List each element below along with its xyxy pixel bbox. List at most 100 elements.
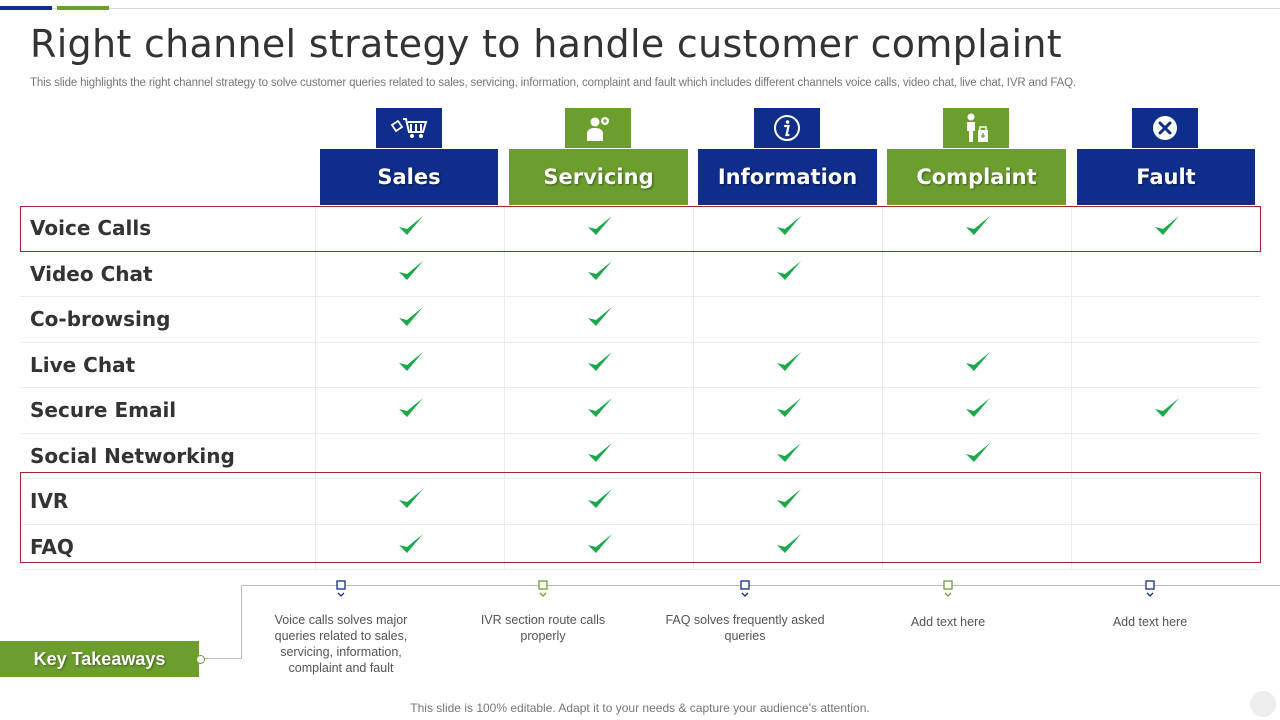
takeaway-text: FAQ solves frequently asked queries bbox=[665, 613, 825, 643]
table-cell bbox=[315, 342, 505, 387]
takeaway-line-vertical bbox=[241, 585, 242, 659]
check-icon bbox=[397, 259, 425, 288]
accent-bar-blue bbox=[0, 6, 52, 10]
table-cell bbox=[693, 206, 883, 251]
customer-service-icon bbox=[565, 108, 631, 148]
table-row: Co-browsing bbox=[20, 297, 1260, 343]
check-icon bbox=[397, 396, 425, 425]
check-icon bbox=[586, 441, 614, 470]
row-label: Live Chat bbox=[30, 352, 136, 377]
column-header-fault: Fault bbox=[1077, 149, 1255, 205]
check-icon bbox=[775, 532, 803, 561]
channel-table: Voice Calls Video Chat Co-browsing Live Cha… bbox=[20, 206, 1260, 570]
check-icon bbox=[775, 396, 803, 425]
table-cell bbox=[315, 206, 505, 251]
info-icon bbox=[754, 108, 820, 148]
footer-note: This slide is 100% editable. Adapt it to… bbox=[410, 701, 870, 715]
takeaway-marker-icon bbox=[740, 580, 750, 598]
table-row: FAQ bbox=[20, 524, 1261, 570]
takeaway-line-connector bbox=[199, 658, 241, 659]
takeaway-text: Add text here bbox=[910, 615, 986, 629]
table-cell bbox=[882, 251, 1072, 296]
row-label: IVR bbox=[30, 489, 69, 513]
table-row: Social Networking bbox=[20, 433, 1261, 479]
table-cell bbox=[882, 297, 1072, 342]
table-cell bbox=[1071, 388, 1261, 433]
row-label: FAQ bbox=[30, 534, 74, 559]
table-cell bbox=[1071, 251, 1261, 296]
table-cell bbox=[693, 388, 883, 433]
check-icon bbox=[775, 487, 803, 516]
slide-title: Right channel strategy to handle custome… bbox=[30, 22, 1062, 66]
table-cell bbox=[504, 433, 694, 478]
table-cell bbox=[882, 433, 1072, 478]
table-cell bbox=[882, 342, 1072, 387]
takeaway-marker-icon bbox=[943, 580, 953, 598]
column-header-information: Information bbox=[698, 149, 877, 205]
table-cell bbox=[1071, 524, 1261, 569]
check-icon bbox=[1153, 214, 1181, 243]
takeaway-text: Voice calls solves major queries related… bbox=[274, 613, 408, 675]
table-cell bbox=[315, 479, 505, 524]
check-icon bbox=[397, 350, 425, 379]
takeaway-text: IVR section route calls properly bbox=[480, 613, 606, 643]
check-icon bbox=[397, 214, 425, 243]
table-cell bbox=[882, 479, 1072, 524]
slide-subtitle: This slide highlights the right channel … bbox=[30, 77, 1076, 89]
check-icon bbox=[775, 259, 803, 288]
table-cell bbox=[1071, 433, 1261, 478]
table-cell bbox=[882, 206, 1072, 251]
check-icon bbox=[586, 396, 614, 425]
check-icon bbox=[964, 441, 992, 470]
table-cell bbox=[882, 524, 1072, 569]
check-icon bbox=[397, 532, 425, 561]
check-icon bbox=[775, 350, 803, 379]
row-label: Video Chat bbox=[30, 261, 153, 286]
key-takeaways-dot bbox=[196, 655, 205, 664]
check-icon bbox=[586, 487, 614, 516]
table-cell bbox=[504, 206, 694, 251]
table-cell bbox=[882, 388, 1072, 433]
row-label: Secure Email bbox=[30, 398, 177, 422]
check-icon bbox=[964, 350, 992, 379]
table-cell bbox=[315, 524, 505, 569]
table-cell bbox=[693, 524, 883, 569]
key-takeaways-label: Key Takeaways bbox=[0, 641, 199, 677]
top-divider bbox=[0, 8, 1280, 9]
check-icon bbox=[775, 214, 803, 243]
check-icon bbox=[1153, 396, 1181, 425]
table-cell bbox=[504, 251, 694, 296]
row-label: Social Networking bbox=[30, 443, 235, 468]
takeaway-text: Add text here bbox=[1112, 615, 1188, 629]
check-icon bbox=[775, 441, 803, 470]
check-icon bbox=[964, 396, 992, 425]
table-cell bbox=[504, 388, 694, 433]
check-icon bbox=[397, 305, 425, 334]
table-cell bbox=[1071, 479, 1261, 524]
table-cell bbox=[1071, 206, 1261, 251]
column-header-sales: Sales bbox=[320, 149, 498, 205]
takeaway-marker-icon bbox=[538, 580, 548, 598]
takeaway-marker-icon bbox=[336, 580, 346, 598]
table-row: Voice Calls bbox=[20, 206, 1260, 252]
table-cell bbox=[504, 342, 694, 387]
table-cell bbox=[693, 342, 883, 387]
person-complaint-icon bbox=[943, 108, 1009, 148]
check-icon bbox=[586, 305, 614, 334]
table-row: Video Chat bbox=[20, 251, 1261, 297]
check-icon bbox=[586, 259, 614, 288]
close-circle-icon bbox=[1132, 108, 1198, 148]
table-cell bbox=[315, 297, 505, 342]
table-row: Secure Email bbox=[20, 388, 1260, 434]
column-header-servicing: Servicing bbox=[509, 149, 688, 205]
check-icon bbox=[397, 487, 425, 516]
table-cell bbox=[693, 433, 883, 478]
table-cell bbox=[315, 388, 505, 433]
shopping-cart-icon bbox=[376, 108, 442, 148]
corner-circle bbox=[1250, 691, 1276, 717]
accent-bar-green bbox=[57, 6, 109, 10]
table-cell bbox=[693, 297, 883, 342]
check-icon bbox=[586, 532, 614, 561]
takeaway-marker-icon bbox=[1145, 580, 1155, 598]
check-icon bbox=[964, 214, 992, 243]
